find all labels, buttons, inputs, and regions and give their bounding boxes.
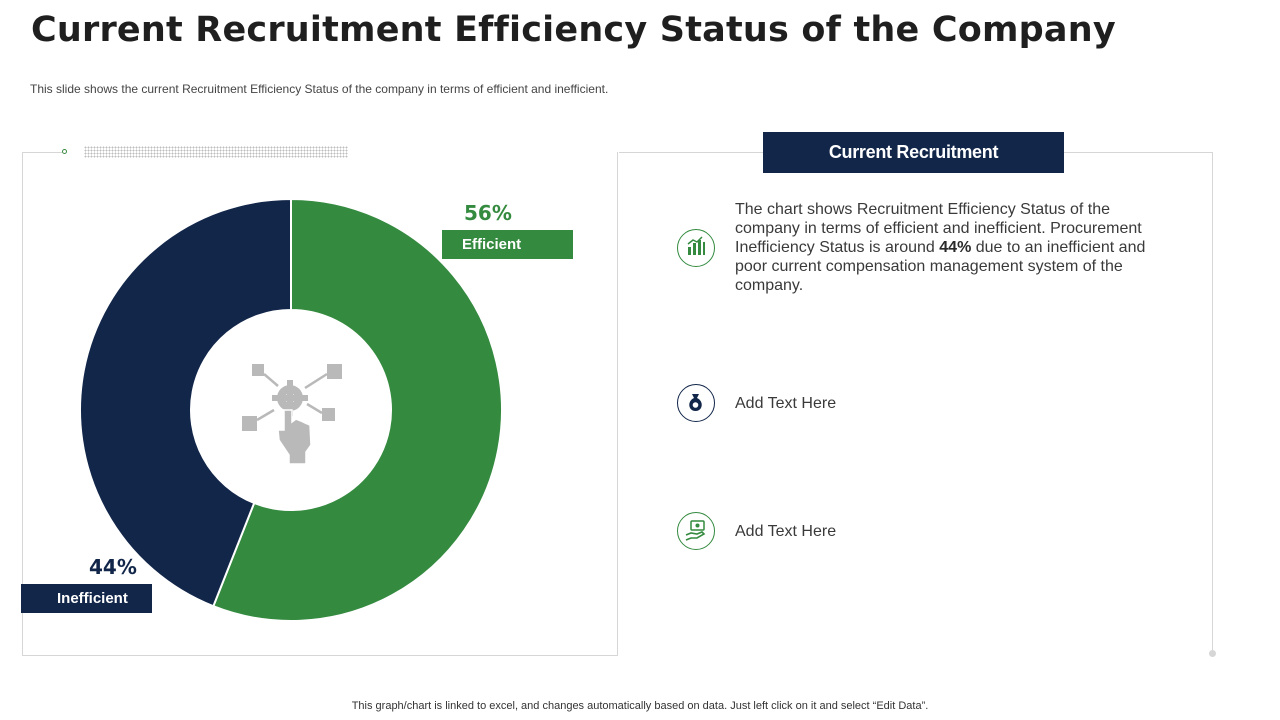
chart-frame (22, 152, 618, 656)
efficient-legend-tag: Efficient (442, 230, 573, 259)
cash-hand-icon (677, 512, 715, 550)
inefficient-legend-tag: Inefficient (21, 584, 152, 613)
panel-item-text: Add Text Here (735, 395, 837, 412)
money-bag-icon (677, 384, 715, 422)
footer-note: This graph/chart is linked to excel, and… (351, 700, 929, 712)
frame-dot (62, 149, 67, 154)
bar-chart-icon (677, 229, 715, 267)
donut-slice-efficient[interactable] (212, 197, 503, 622)
panel-corner-dot (1209, 650, 1216, 657)
donut-chart[interactable] (0, 0, 640, 660)
panel-header: Current Recruitment (763, 132, 1064, 173)
inefficient-value-label: 44% (89, 555, 137, 579)
frame-line (22, 152, 62, 153)
panel-item-text: Add Text Here (735, 523, 837, 540)
decorative-hatch (84, 146, 348, 158)
panel-description: The chart shows Recruitment Efficiency S… (735, 201, 1146, 294)
efficient-value-label: 56% (464, 201, 512, 225)
hand-gear-network-icon (242, 364, 342, 465)
page-subtitle: This slide shows the current Recruitment… (30, 82, 609, 96)
donut-slice-inefficient[interactable] (79, 197, 292, 608)
page-title: Current Recruitment Efficiency Status of… (31, 10, 1116, 50)
